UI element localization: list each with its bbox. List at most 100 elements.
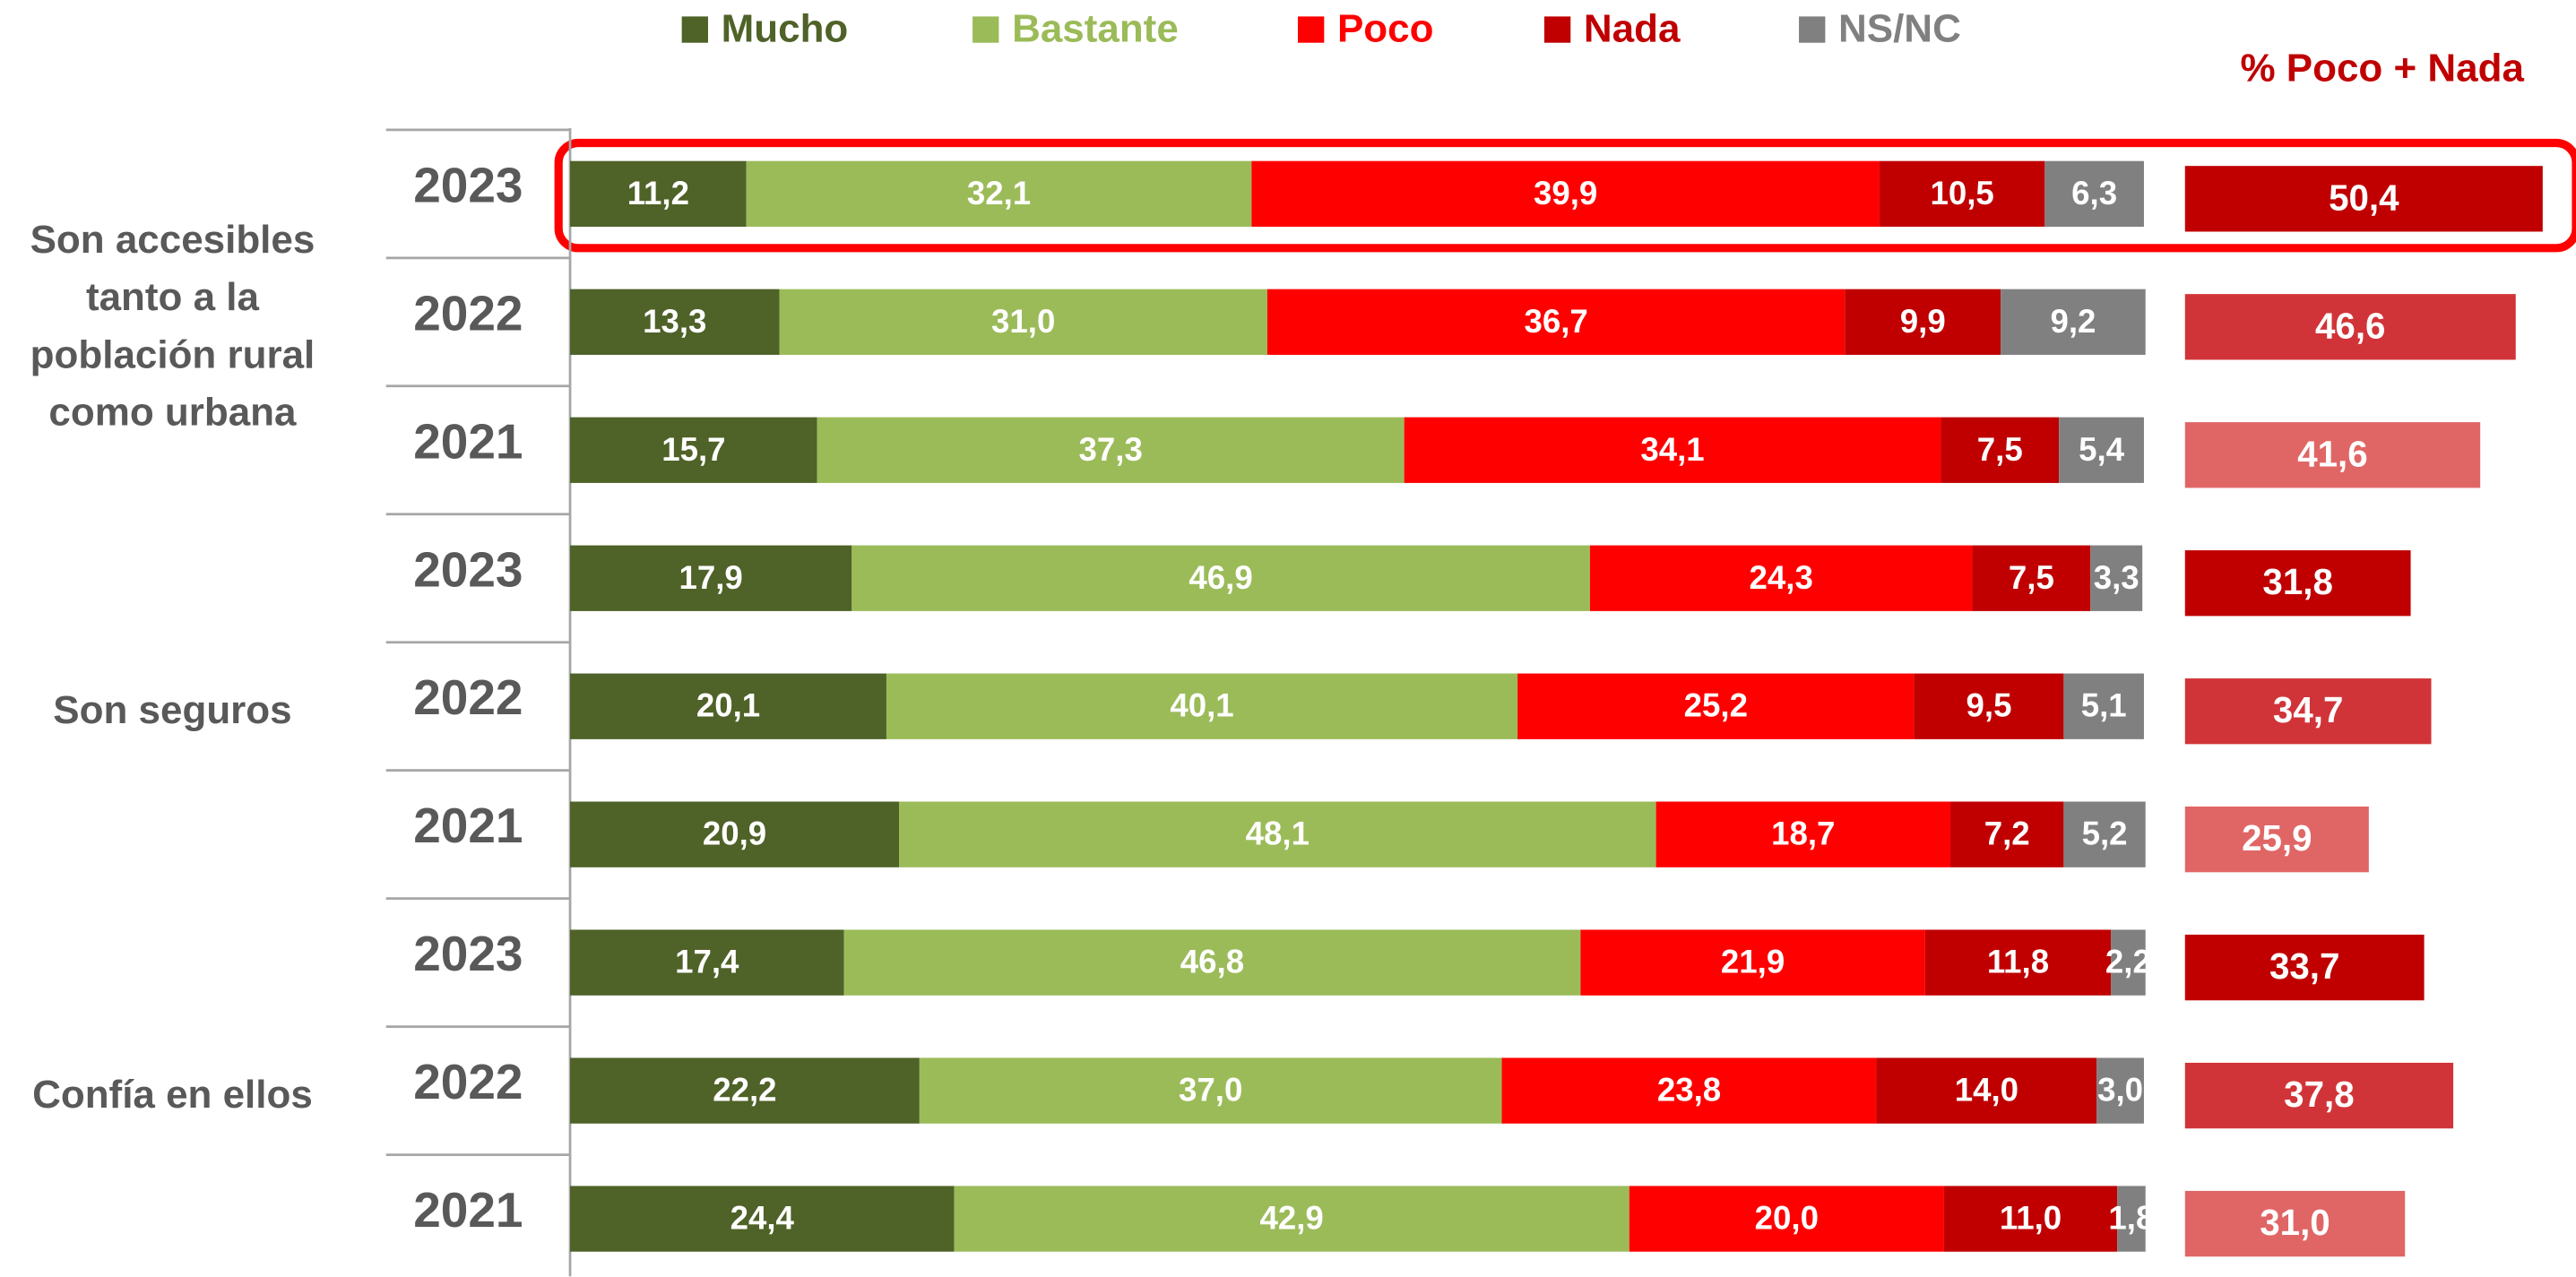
value-label: 9,9 [1900, 303, 1946, 340]
value-label: 2,2 [2105, 944, 2151, 980]
bar-segment [746, 160, 1252, 227]
legend-swatch [972, 16, 999, 43]
value-label: 25,2 [1684, 687, 1748, 724]
group-label: como urbana [48, 390, 297, 434]
value-label: 21,9 [1721, 944, 1785, 980]
bar-segment [954, 1186, 1629, 1252]
y-tick-label: 2021 [413, 798, 523, 853]
bar-segment [1924, 929, 2112, 996]
total-label: 31,8 [2262, 561, 2332, 602]
value-label: 10,5 [1930, 175, 1993, 211]
bar-segment [570, 1057, 920, 1124]
bar-segment [1404, 417, 1941, 483]
bar-segment [570, 1186, 955, 1252]
y-tick-label: 2023 [413, 541, 523, 597]
value-label: 32,1 [967, 175, 1031, 211]
value-label: 3,0 [2097, 1072, 2143, 1109]
value-label: 17,4 [675, 944, 739, 980]
bar-segment [1589, 545, 1973, 611]
bar-segment [1876, 1057, 2097, 1124]
bar-segment [899, 801, 1656, 867]
value-label: 18,7 [1771, 815, 1835, 852]
value-label: 20,9 [703, 815, 766, 852]
value-label: 11,2 [627, 175, 689, 211]
group-label: Confía en ellos [32, 1073, 313, 1117]
total-label: 33,7 [2269, 945, 2339, 987]
total-label: 34,7 [2273, 689, 2343, 730]
legend-swatch [1297, 16, 1325, 43]
value-label: 34,1 [1640, 431, 1704, 468]
value-label: 7,5 [1977, 431, 2023, 468]
value-label: 7,2 [1984, 815, 2030, 852]
value-label: 42,9 [1259, 1200, 1323, 1237]
total-label: 46,6 [2315, 305, 2385, 346]
value-label: 1,8 [2108, 1200, 2154, 1237]
bar-segment [919, 1057, 1502, 1124]
bar-segment [570, 929, 844, 996]
bar-segment [1251, 160, 1880, 227]
total-bar [2184, 1190, 2406, 1257]
bar-segment [2059, 417, 2144, 483]
y-tick-label: 2023 [413, 926, 523, 981]
value-label: 5,4 [2079, 431, 2125, 468]
bar-segment [570, 801, 900, 867]
value-label: 37,0 [1179, 1072, 1242, 1109]
bar-segment [2001, 289, 2146, 355]
total-bar [2184, 807, 2369, 873]
total-bar [2184, 1062, 2454, 1129]
value-label: 5,2 [2082, 815, 2128, 852]
value-label: 39,9 [1534, 175, 1597, 211]
value-label: 46,9 [1189, 559, 1252, 596]
bar-segment [1941, 417, 2060, 483]
total-bar [2184, 294, 2516, 360]
total-bar [2184, 678, 2432, 745]
bar-segment [2111, 929, 2146, 996]
bar-segment [1949, 801, 2064, 867]
bar-segment [1879, 160, 2045, 227]
bar-segment [1501, 1057, 1877, 1124]
bar-segment [1943, 1186, 2118, 1252]
bar-segment [817, 417, 1405, 483]
legend-swatch [681, 16, 708, 43]
value-label: 11,8 [1987, 944, 2049, 980]
legend-label: Bastante [1012, 6, 1179, 50]
y-tick-label: 2023 [413, 157, 523, 212]
legend-label: Nada [1584, 6, 1681, 50]
bar-segment [570, 289, 780, 355]
bar-segment [779, 289, 1267, 355]
bar-segment [851, 545, 1590, 611]
bar-segment [2117, 1186, 2146, 1252]
value-label: 14,0 [1955, 1072, 2018, 1109]
value-label: 3,3 [2094, 559, 2139, 596]
bar-segment [1580, 929, 1925, 996]
total-label: 37,8 [2284, 1074, 2354, 1115]
value-label: 9,5 [1967, 687, 2012, 724]
bar-segment [2063, 673, 2144, 739]
group-label: tanto a la [86, 275, 260, 319]
value-label: 40,1 [1170, 687, 1233, 724]
bar-segment [570, 417, 817, 483]
total-label: 41,6 [2297, 433, 2367, 474]
value-label: 15,7 [661, 431, 725, 468]
bar-segment [1517, 673, 1915, 739]
group-label: Son seguros [53, 688, 291, 732]
legend-label: Poco [1337, 6, 1433, 50]
y-tick-label: 2021 [413, 1182, 523, 1238]
value-label: 24,4 [730, 1200, 795, 1237]
y-tick-label: 2022 [413, 285, 523, 341]
bar-segment [1655, 801, 1950, 867]
value-label: 46,8 [1180, 944, 1244, 980]
total-bar [2184, 166, 2543, 232]
bar-segment [570, 673, 886, 739]
legend-label: NS/NC [1838, 6, 1961, 50]
legend-label: Mucho [722, 6, 849, 50]
bar-segment [2063, 801, 2146, 867]
value-label: 22,2 [713, 1072, 776, 1109]
total-bar [2184, 422, 2481, 488]
total-bar [2184, 934, 2425, 1001]
value-label: 7,5 [2009, 559, 2054, 596]
bar-segment [1972, 545, 2091, 611]
bar-segment [2090, 545, 2143, 611]
bar-segment [843, 929, 1581, 996]
